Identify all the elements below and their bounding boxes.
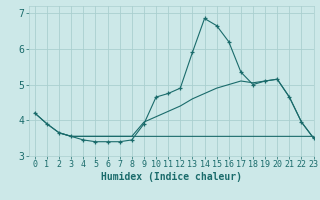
X-axis label: Humidex (Indice chaleur): Humidex (Indice chaleur): [101, 172, 242, 182]
